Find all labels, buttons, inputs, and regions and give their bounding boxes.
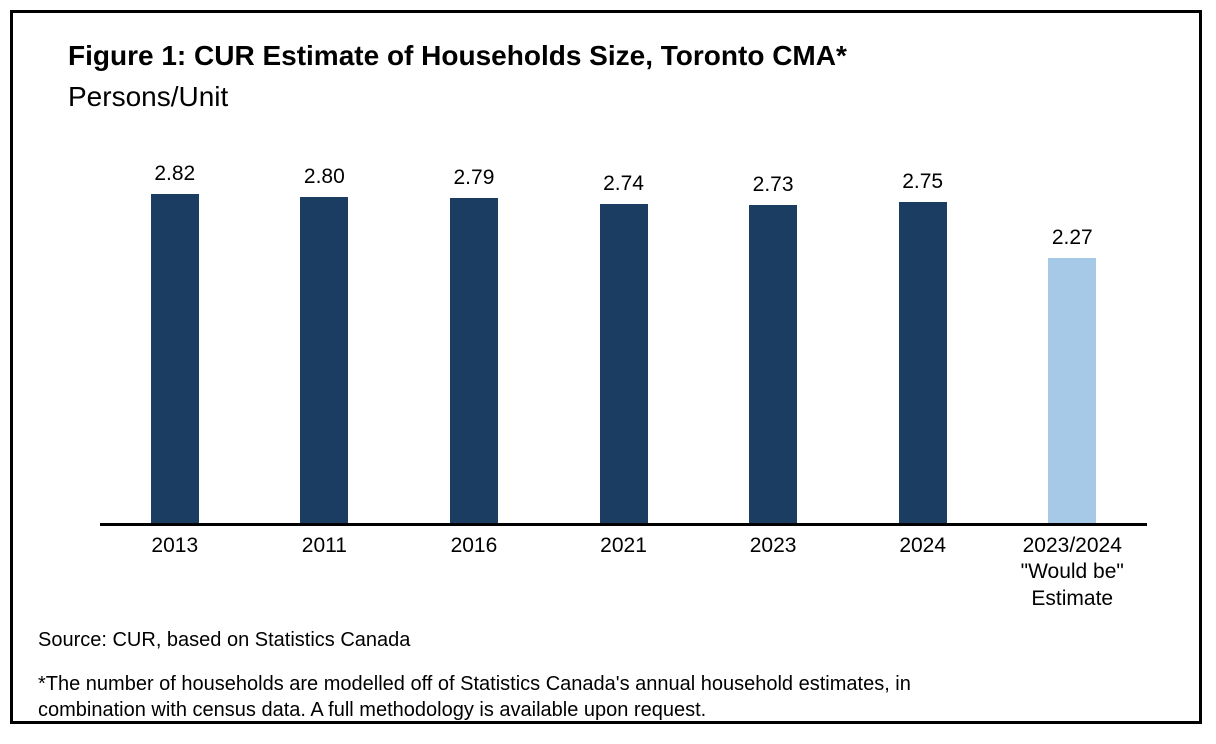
x-axis-label: 2023: [749, 534, 797, 557]
bar: [449, 198, 498, 523]
bar: [1048, 258, 1097, 523]
source-note: Source: CUR, based on Statistics Canada: [38, 629, 411, 651]
bar-value-label: 2.82: [154, 162, 196, 185]
x-axis-labels: 2013 2011 2016 2021 2023 2024 2023/2024 "Would …: [100, 533, 1147, 612]
x-axis-label: 2023/2024 "Would be" Estimate: [1020, 534, 1124, 610]
x-axis-label: 2011: [301, 534, 347, 557]
chart-plot: 2.82 2.80 2.79 2.74 2.73 2.75 2.27: [100, 150, 1147, 526]
chart-title: Figure 1: CUR Estimate of Households Siz…: [68, 40, 847, 71]
bar-column: 2.27: [997, 150, 1147, 523]
bar-value-label: 2.27: [1051, 226, 1093, 249]
bar-value-label: 2.80: [303, 165, 345, 188]
bar-column: 2.73: [698, 150, 848, 523]
x-axis-label: 2013: [151, 534, 199, 557]
bar: [898, 202, 947, 523]
bar: [300, 197, 349, 523]
footnote: *The number of households are modelled o…: [38, 673, 911, 722]
bar-value-label: 2.79: [453, 166, 495, 189]
bar-value-label: 2.75: [902, 170, 944, 193]
bar: [150, 194, 199, 523]
bar-value-label: 2.73: [752, 173, 794, 196]
bar-column: 2.74: [549, 150, 699, 523]
bar: [749, 205, 798, 523]
bar-column: 2.80: [250, 150, 400, 523]
chart-header: Figure 1: CUR Estimate of Households Siz…: [68, 40, 847, 113]
bar-column: 2.82: [100, 150, 250, 523]
bar-column: 2.79: [399, 150, 549, 523]
chart-subtitle: Persons/Unit: [68, 81, 229, 113]
x-axis-label: 2021: [600, 534, 647, 557]
bar: [599, 204, 648, 523]
bar-value-label: 2.74: [603, 172, 644, 195]
x-axis-label: 2016: [450, 534, 498, 557]
bar-column: 2.75: [848, 150, 998, 523]
x-axis-label: 2024: [899, 534, 947, 557]
figure-frame: [10, 10, 1202, 724]
